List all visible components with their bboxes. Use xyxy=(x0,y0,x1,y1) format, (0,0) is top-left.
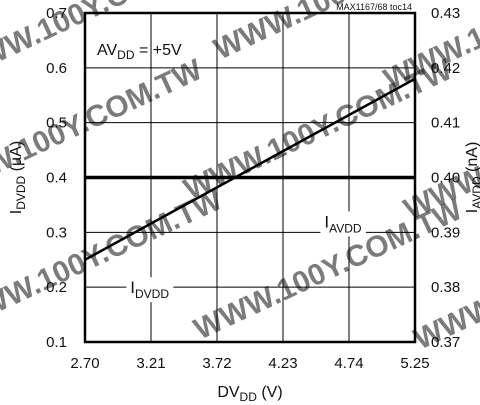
y-right-tick-label: 0.43 xyxy=(431,5,460,22)
x-tick-label: 3.21 xyxy=(136,355,165,372)
source-note: MAX1167/68 toc14 xyxy=(336,2,412,12)
y-left-tick-label: 0.7 xyxy=(46,5,67,22)
y-right-tick-labels: 0.37 0.38 0.39 0.40 0.41 0.42 0.43 xyxy=(431,5,460,351)
y-left-tick-label: 0.5 xyxy=(46,115,67,132)
series-label-background xyxy=(126,277,174,303)
x-tick-label: 4.23 xyxy=(268,355,297,372)
x-tick-label: 3.72 xyxy=(202,355,231,372)
labels-layer: MAX1167/68 toc14 AVDD = +5V DVDD (V) IDVDD … xyxy=(8,2,480,404)
y-right-tick-label: 0.42 xyxy=(431,60,460,77)
y-left-tick-labels: 0.1 0.2 0.3 0.4 0.5 0.6 0.7 xyxy=(46,5,67,351)
x-tick-labels: 2.70 3.21 3.72 4.23 4.74 5.25 xyxy=(70,355,429,372)
y-right-tick-label: 0.41 xyxy=(431,115,460,132)
y-left-tick-label: 0.4 xyxy=(46,170,67,187)
watermark-text: WWW.100Y.COM.TW xyxy=(0,53,208,206)
y-right-tick-label: 0.39 xyxy=(431,224,460,241)
y-right-axis-title: IAVDD (nA) xyxy=(464,142,480,214)
y-right-tick-label: 0.40 xyxy=(431,170,460,187)
series-label-dvdd: IDVDD xyxy=(130,278,169,301)
y-left-tick-label: 0.6 xyxy=(46,60,67,77)
x-tick-label: 4.74 xyxy=(334,355,363,372)
x-tick-label: 5.25 xyxy=(400,355,429,372)
y-right-tick-label: 0.38 xyxy=(431,279,460,296)
y-right-tick-label: 0.37 xyxy=(431,334,460,351)
y-left-tick-label: 0.2 xyxy=(46,279,67,296)
y-left-tick-label: 0.3 xyxy=(46,224,67,241)
series-lines xyxy=(84,77,416,261)
y-left-tick-label: 0.1 xyxy=(46,334,67,351)
series-line-avdd xyxy=(84,77,416,261)
series-label-background xyxy=(320,211,366,237)
y-left-axis-title: IDVDD (µA) xyxy=(8,141,28,214)
x-axis-title: DVDD (V) xyxy=(217,384,282,404)
supply-annotation: AVDD = +5V xyxy=(97,42,182,62)
x-tick-label: 2.70 xyxy=(70,355,99,372)
series-label-avdd: IAVDD xyxy=(324,212,362,235)
